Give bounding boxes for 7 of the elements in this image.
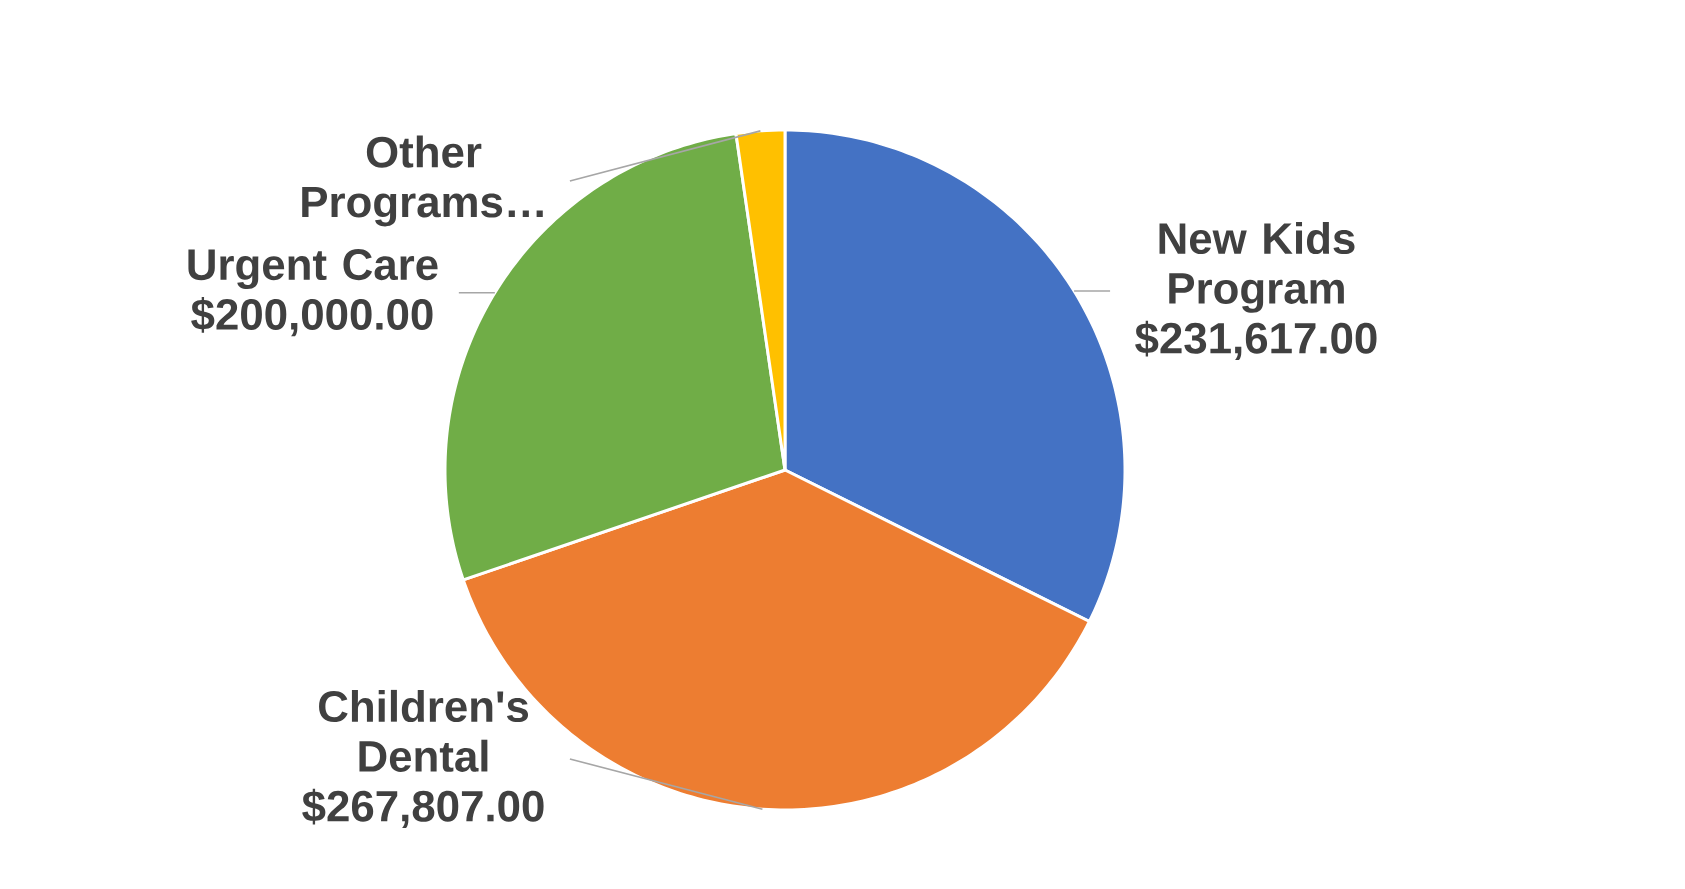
data-label: $200,000.00: [191, 297, 433, 337]
slice-label: Other Programs…: [302, 135, 543, 227]
slice-label: Children's Dental: [319, 689, 529, 772]
data-label: $267,807.00: [302, 788, 544, 829]
slice-label: Urgent Care: [188, 249, 438, 290]
slice-label: New Kids Program: [1159, 221, 1355, 313]
data-label: $231,617.00: [1135, 320, 1377, 361]
